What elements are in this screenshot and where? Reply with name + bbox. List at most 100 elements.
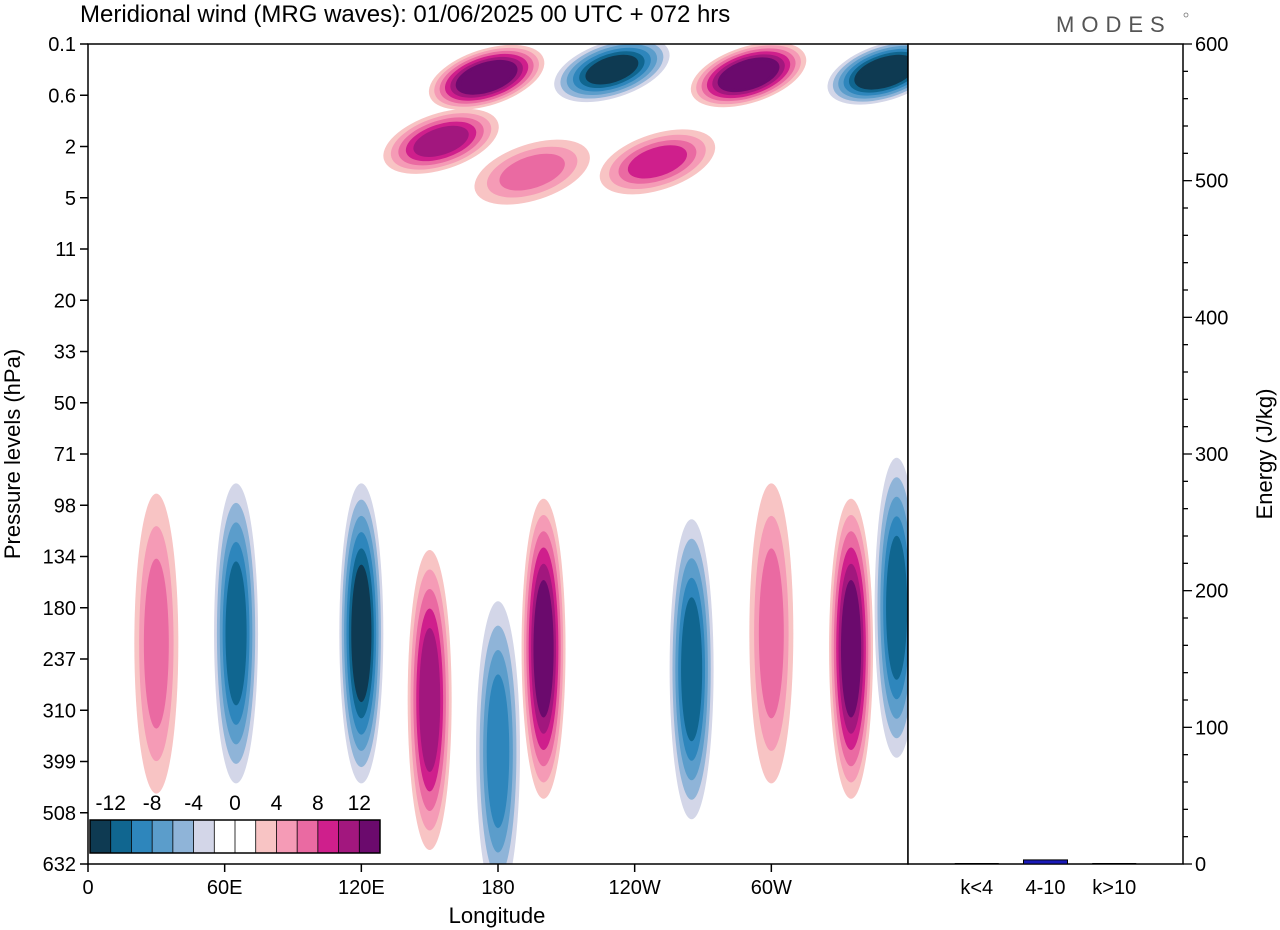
- y-tick-label: 508: [43, 803, 76, 825]
- y-tick-label: 632: [43, 854, 76, 876]
- wind-anomaly-cell: [474, 139, 590, 205]
- colorbar-swatch: [359, 820, 381, 853]
- wind-anomaly-cell: [749, 483, 794, 784]
- colorbar-swatch: [276, 820, 298, 853]
- energy-bars: [954, 859, 1137, 865]
- contour-level: [585, 54, 639, 85]
- energy-category-label: 4-10: [1025, 877, 1065, 899]
- contour-level: [886, 535, 908, 680]
- heatmap-plot-area: [88, 44, 908, 864]
- x-tick-label: 0: [82, 877, 93, 899]
- y-tick-label: 310: [43, 700, 76, 722]
- y-tick-label: 0.1: [48, 34, 76, 56]
- energy-category-label: k>10: [1092, 877, 1136, 899]
- wind-anomaly-cell: [476, 601, 520, 864]
- energy-tick-label: 600: [1195, 34, 1228, 56]
- contour-level: [143, 558, 169, 729]
- contour-level: [627, 145, 688, 179]
- x-tick-label: 120E: [338, 877, 385, 899]
- wind-anomaly-cell: [383, 108, 499, 174]
- wind-anomaly-cell: [428, 44, 545, 110]
- wind-anomaly-cell: [874, 457, 908, 758]
- y-tick-label: 0.6: [48, 85, 76, 107]
- y-tick-label: 2: [65, 137, 76, 159]
- wind-anomaly-cell: [339, 483, 384, 784]
- energy-panel-frame: [907, 43, 1184, 865]
- colorbar-label: -4: [184, 792, 203, 815]
- y-tick-label: 5: [65, 188, 76, 210]
- x-tick-label: 60E: [207, 877, 243, 899]
- x-axis-label: Longitude: [449, 903, 546, 928]
- logo-registered-mark: [1183, 12, 1189, 18]
- x-tick-label: 120W: [609, 877, 661, 899]
- contour-level: [225, 561, 247, 706]
- energy-category-label: k<4: [960, 877, 993, 899]
- colorbar-swatch: [214, 820, 236, 853]
- energy-tick-label: 500: [1195, 171, 1228, 193]
- y-tick-label: 134: [43, 547, 76, 569]
- contour-level: [758, 548, 784, 719]
- contour-level: [351, 564, 372, 703]
- colorbar-label: -12: [96, 792, 126, 815]
- wind-anomaly-cell: [554, 44, 670, 103]
- y-tick-label: 11: [55, 239, 76, 261]
- chart-title: Meridional wind (MRG waves): 01/06/2025 …: [80, 1, 730, 28]
- energy-category-labels: k<4 4-10 k>10: [960, 877, 1136, 899]
- y-tick-label: 20: [54, 290, 76, 312]
- energy-tick-label: 0: [1195, 854, 1206, 876]
- colorbar-label: 0: [229, 792, 241, 815]
- wind-anomaly-cell: [134, 493, 179, 794]
- y-tick-label: 180: [43, 598, 76, 620]
- colorbar-label: 4: [271, 792, 283, 815]
- y-tick-label: 98: [54, 495, 76, 517]
- y-tick-label: 33: [54, 342, 76, 364]
- wind-anomaly-cell: [827, 44, 908, 105]
- colorbar-swatch: [297, 820, 319, 853]
- wind-anomaly-cell: [214, 483, 259, 784]
- contour-level: [413, 125, 469, 157]
- colorbar-swatch: [152, 820, 174, 853]
- wind-anomaly-cell: [690, 44, 807, 108]
- contour-level: [840, 580, 862, 718]
- y-tick-label: 71: [54, 444, 76, 466]
- y-axis-label: Pressure levels (hPa): [0, 349, 25, 559]
- contour-level: [533, 580, 554, 718]
- wind-anomaly-cell: [521, 498, 566, 799]
- contour-level: [859, 57, 908, 87]
- colorbar-swatches: [90, 820, 381, 853]
- y-tick-label: 237: [43, 649, 76, 671]
- contour-level: [722, 60, 775, 90]
- energy-axis-label: Energy (J/kg): [1252, 389, 1277, 520]
- colorbar-frame: [89, 819, 381, 854]
- energy-tick-label: 400: [1195, 307, 1228, 329]
- x-axis-ticks: 0 60E 120E 180 120W 60W: [82, 864, 792, 899]
- colorbar-swatch: [317, 820, 340, 853]
- y-axis-ticks: 0.1 0.6 2 5 11 20 33 50 71 98 134 180 237 310 399 508 63…: [43, 34, 88, 876]
- wind-anomaly-cell: [407, 550, 452, 850]
- x-tick-label: 60W: [751, 877, 792, 899]
- colorbar-swatch: [235, 820, 257, 853]
- colorbar-swatch: [193, 820, 215, 853]
- contour-level: [681, 597, 703, 742]
- colorbar-label: 8: [312, 792, 324, 815]
- colorbar-swatch: [172, 820, 195, 853]
- energy-bar: [1023, 859, 1068, 865]
- contour-level: [486, 674, 510, 829]
- modes-logo: MODES: [1056, 12, 1172, 37]
- energy-tick-label: 100: [1195, 717, 1228, 739]
- energy-axis-ticks: 0 100 200 300 400 500 600: [1183, 34, 1228, 876]
- energy-tick-label: 300: [1195, 444, 1228, 466]
- contour-level: [499, 153, 565, 191]
- colorbar-swatch: [131, 820, 153, 853]
- colorbar: -12 -8 -4 0 4 8 12: [89, 792, 381, 854]
- contour-level: [461, 62, 513, 92]
- colorbar-swatch: [338, 820, 360, 853]
- colorbar-swatch: [110, 820, 132, 853]
- wind-anomaly-cell: [599, 129, 716, 195]
- wind-anomaly-cell: [829, 498, 874, 799]
- colorbar-label: -8: [143, 792, 162, 815]
- colorbar-label: 12: [348, 792, 371, 815]
- wind-anomaly-cell: [669, 519, 714, 820]
- y-tick-label: 399: [43, 752, 76, 774]
